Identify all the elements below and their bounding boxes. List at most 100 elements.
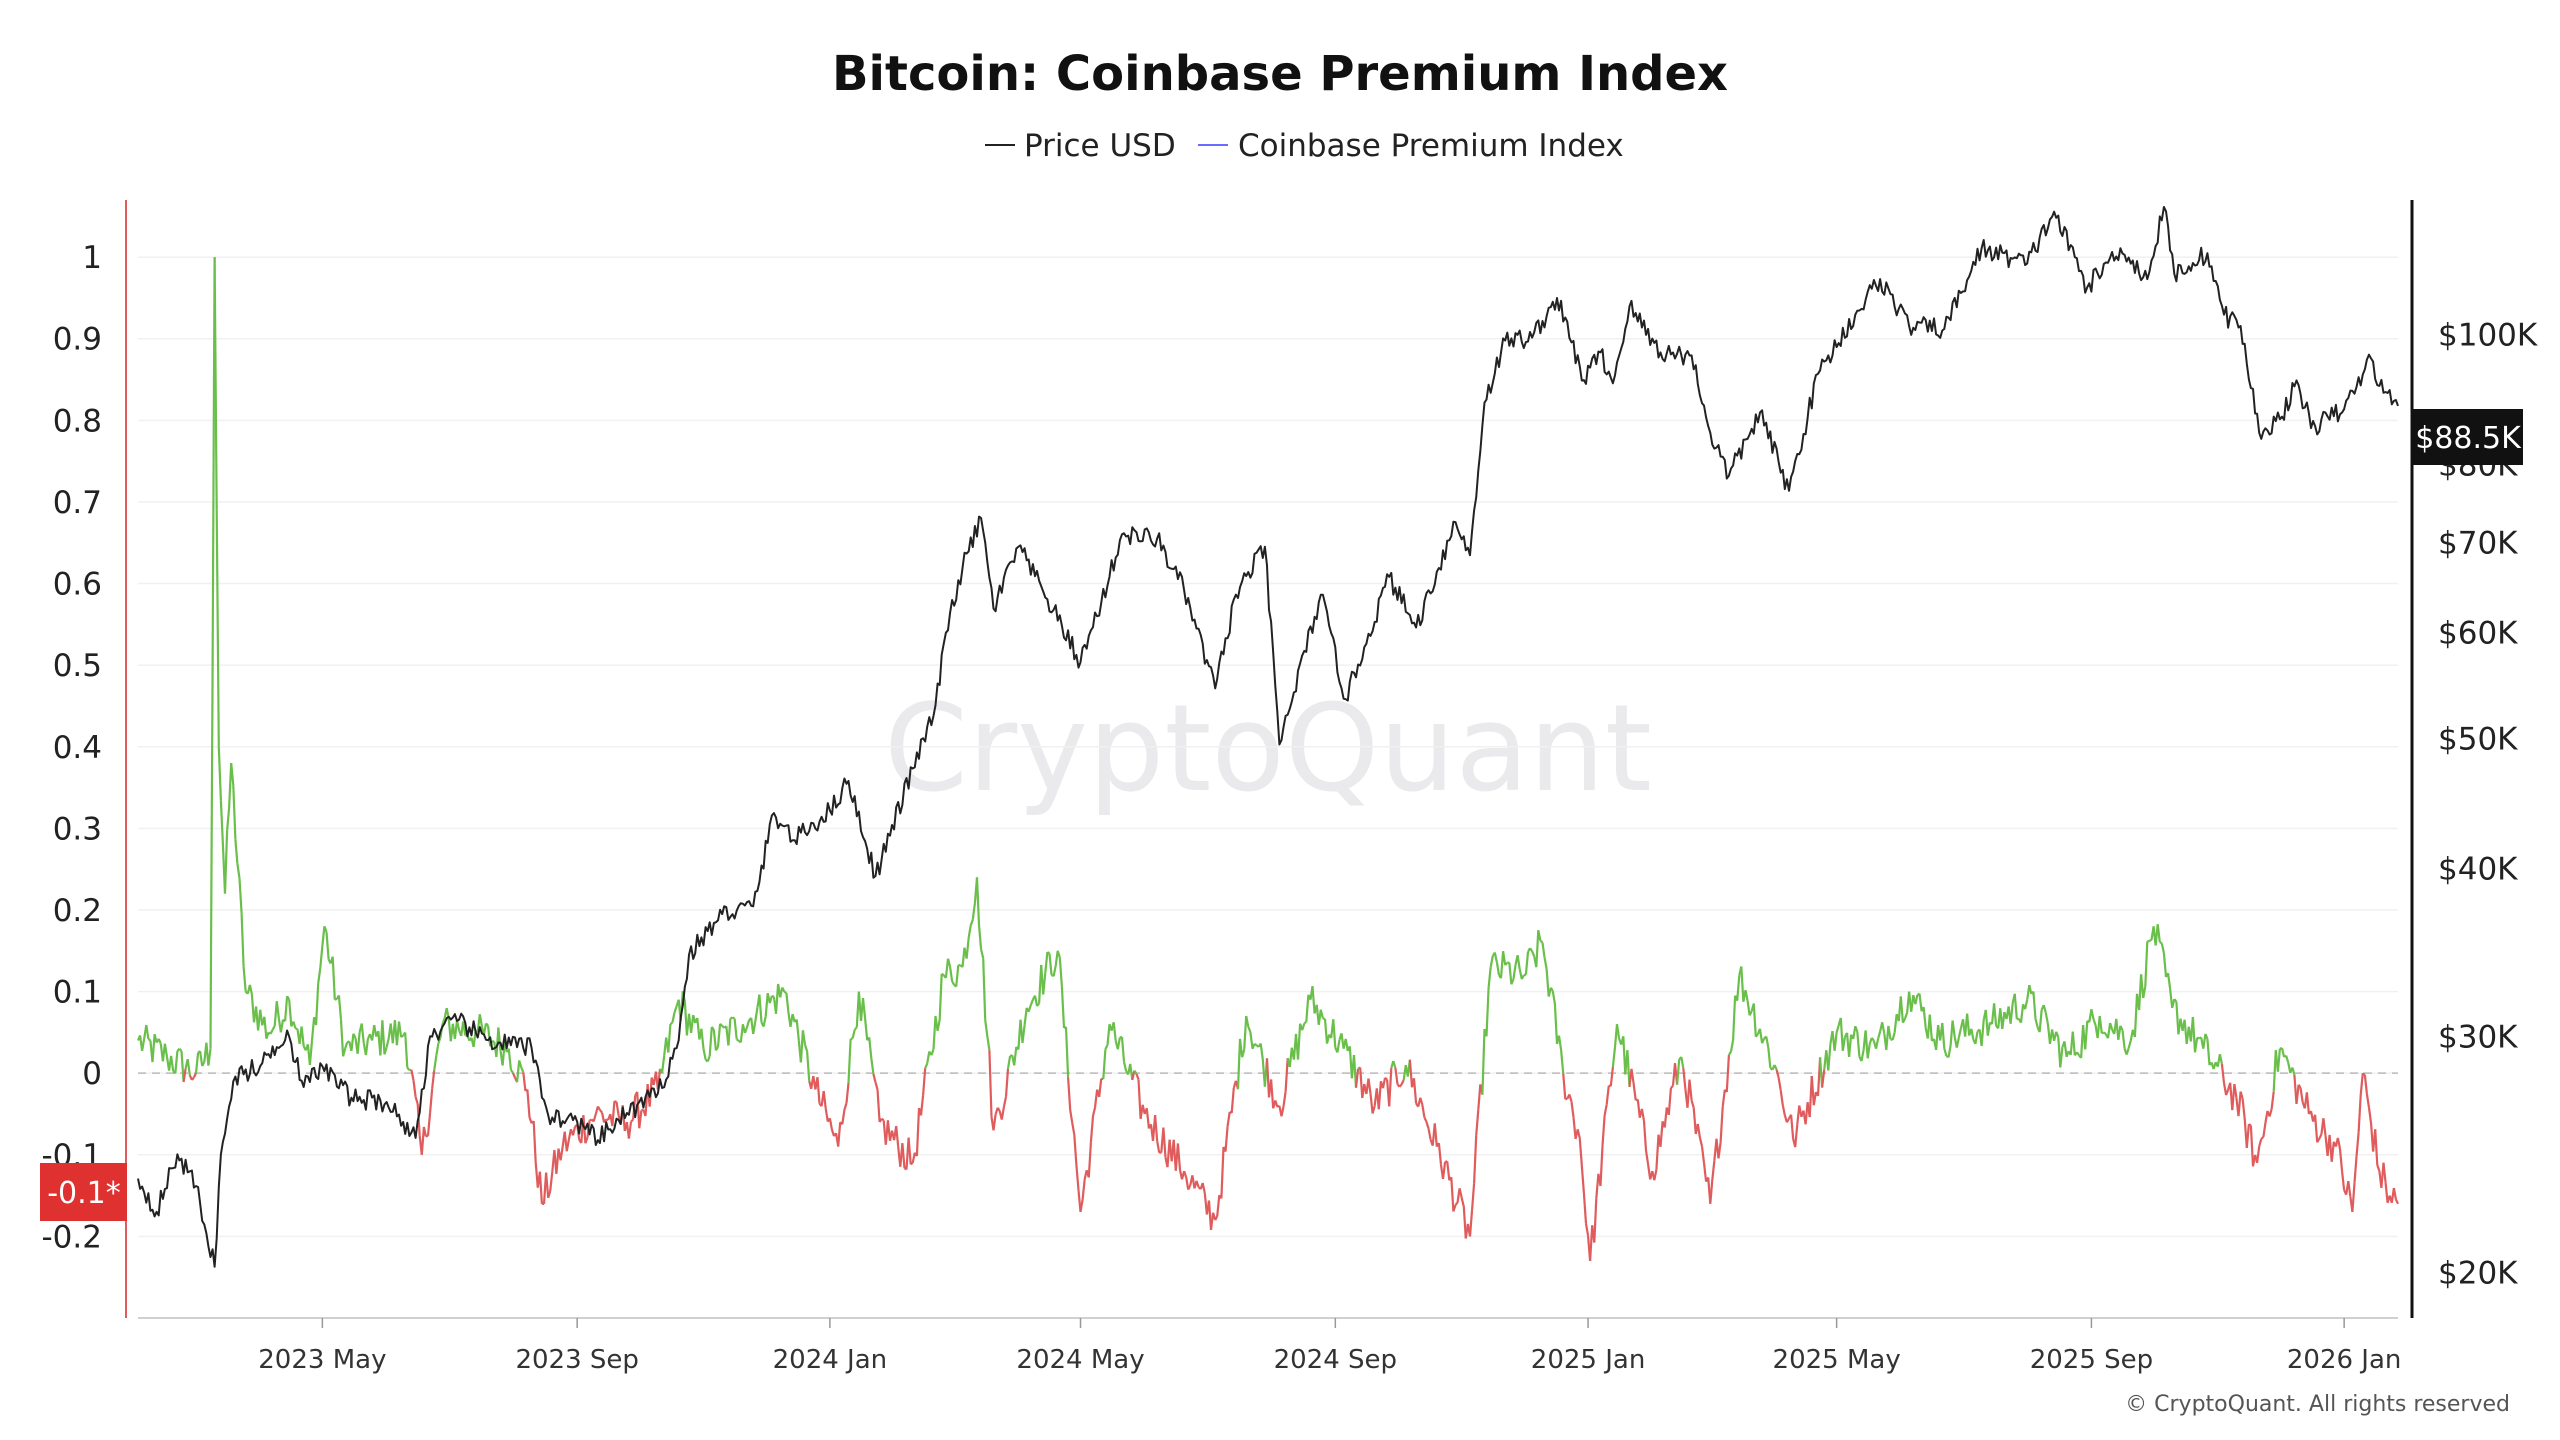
premium-segment — [1477, 1084, 1482, 1110]
premium-segment — [2173, 998, 2178, 1003]
premium-segment — [2117, 1025, 2122, 1040]
premium-segment — [2262, 1122, 2267, 1138]
premium-segment — [325, 931, 330, 960]
premium-segment — [1384, 1076, 1388, 1081]
premium-segment — [2351, 1182, 2356, 1212]
premium-segment — [1891, 1032, 1896, 1041]
premium-segment — [2204, 1033, 2209, 1040]
premium-segment — [242, 966, 247, 992]
premium-segment — [1195, 1180, 1200, 1188]
premium-segment — [1721, 1089, 1726, 1108]
premium-segment — [895, 1125, 900, 1147]
premium-segment — [2362, 1072, 2366, 1076]
premium-segment — [1510, 978, 1515, 985]
premium-segment — [1089, 1115, 1095, 1143]
premium-segment — [2318, 1133, 2323, 1140]
premium-segment — [2119, 1025, 2124, 1031]
x-tick-label: 2024 Jan — [773, 1345, 888, 1375]
premium-segment — [870, 1057, 875, 1075]
premium-segment — [1437, 1142, 1443, 1165]
premium-segment — [1551, 990, 1556, 1005]
premium-segment — [1046, 951, 1051, 955]
premium-segment — [1412, 1078, 1418, 1104]
premium-segment — [975, 877, 981, 926]
premium-segment — [1301, 1023, 1306, 1031]
premium-segment — [795, 1019, 800, 1041]
premium-segment — [207, 1048, 212, 1066]
premium-segment — [192, 1072, 197, 1078]
premium-segment — [482, 1023, 488, 1036]
premium-segment — [1599, 1145, 1604, 1186]
premium-segment — [420, 1126, 425, 1155]
legend-premium-label[interactable]: Coinbase Premium Index — [1238, 128, 1624, 164]
premium-segment — [2347, 1180, 2352, 1197]
premium-segment — [238, 878, 243, 914]
x-tick-label: 2026 Jan — [2287, 1345, 2402, 1375]
premium-segment — [2196, 1036, 2200, 1040]
premium-segment — [2218, 1053, 2223, 1065]
price-line — [137, 206, 2399, 1268]
premium-segment — [1135, 1073, 1140, 1080]
premium-segment — [1224, 1126, 1229, 1152]
premium-segment — [1537, 929, 1542, 941]
premium-segment — [2144, 941, 2149, 987]
premium-segment — [182, 1068, 187, 1083]
premium-segment — [360, 1023, 365, 1044]
premium-segment — [1481, 1029, 1486, 1095]
premium-segment — [1754, 1033, 1759, 1038]
premium-segment — [2276, 1048, 2281, 1072]
premium-segment — [1609, 1066, 1614, 1087]
premium-segment — [768, 995, 773, 1004]
premium-segment — [592, 1113, 597, 1122]
premium-segment — [2256, 1146, 2261, 1164]
premium-segment — [1104, 1044, 1109, 1050]
legend-price-label[interactable]: Price USD — [1024, 128, 1176, 164]
premium-segment — [1765, 1036, 1770, 1048]
premium-segment — [1893, 1013, 1898, 1033]
premium-segment — [1305, 994, 1310, 1022]
right-tick-label: $50K — [2438, 722, 2518, 758]
premium-segment — [1866, 1043, 1871, 1059]
premium-segment — [1572, 1117, 1577, 1140]
premium-segment — [1102, 1049, 1107, 1080]
premium-segment — [186, 1058, 191, 1076]
premium-segment — [955, 965, 960, 987]
left-axis-ticks: 10.90.80.70.60.50.40.30.20.10-0.1-0.2 — [42, 240, 103, 1255]
premium-segment — [191, 1076, 195, 1081]
premium-segment — [1719, 1106, 1724, 1143]
premium-segment — [1241, 1049, 1246, 1058]
premium-segment — [2305, 1092, 2310, 1115]
premium-segment — [710, 1026, 715, 1031]
premium-segment — [1485, 987, 1490, 1037]
premium-segment — [1848, 1034, 1853, 1057]
premium-segment — [350, 1033, 355, 1052]
premium-segment — [2295, 1084, 2300, 1105]
premium-segment — [1081, 1178, 1086, 1200]
premium-segment — [279, 1019, 285, 1033]
premium-segment — [485, 1022, 489, 1027]
right-tick-label: $20K — [2438, 1256, 2518, 1292]
premium-segment — [1400, 1079, 1405, 1085]
premium-segment — [2055, 1031, 2060, 1038]
premium-segment — [1887, 1025, 1892, 1040]
premium-segment — [1580, 1165, 1585, 1194]
premium-segment — [1523, 973, 1527, 977]
left-tick-label: 0.9 — [53, 322, 102, 358]
premium-segment — [822, 1090, 827, 1109]
premium-segment — [785, 992, 790, 1013]
premium-segment — [2206, 1038, 2211, 1066]
right-tick-label: $100K — [2438, 318, 2538, 354]
premium-segment — [843, 1102, 848, 1111]
right-badge-label: $88.5K — [2415, 421, 2522, 456]
premium-segment — [936, 1019, 941, 1032]
premium-segment — [1785, 1117, 1790, 1123]
premium-segment — [2322, 1118, 2327, 1136]
premium-segment — [1709, 1179, 1714, 1204]
premium-segment — [522, 1072, 527, 1092]
premium-segment — [1711, 1160, 1716, 1181]
premium-segment — [1433, 1123, 1438, 1147]
premium-segment — [614, 1100, 617, 1103]
premium-segment — [1421, 1104, 1426, 1118]
premium-segment — [294, 1027, 298, 1031]
premium-segment — [1408, 1059, 1414, 1088]
